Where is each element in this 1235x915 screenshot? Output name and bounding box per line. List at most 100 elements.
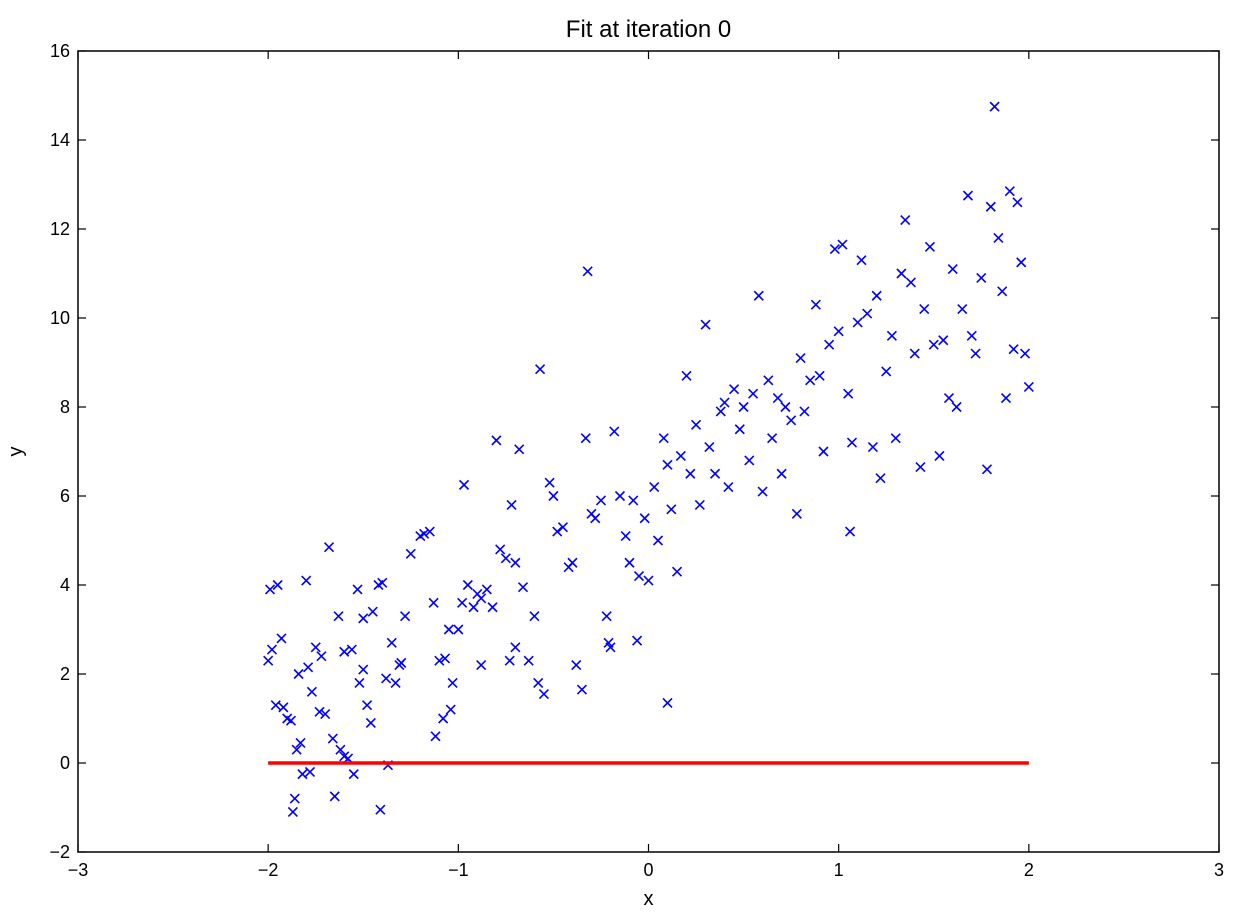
x-tick-label: −3 — [68, 860, 89, 880]
scatter-point — [487, 602, 498, 613]
scatter-point — [753, 290, 764, 301]
scatter-point — [666, 504, 677, 515]
scatter-point — [430, 731, 441, 742]
scatter-point — [639, 513, 650, 524]
scatter-point — [909, 348, 920, 359]
scatter-point — [481, 584, 492, 595]
scatter-point — [928, 339, 939, 350]
scatter-point — [976, 272, 987, 284]
scatter-point — [846, 437, 858, 448]
scatter-point — [333, 611, 344, 622]
scatter-point — [306, 686, 317, 697]
scatter-point — [361, 700, 373, 711]
scatter-point — [538, 688, 549, 700]
scatter-point — [900, 215, 911, 226]
scatter-point — [624, 557, 635, 568]
scatter-point — [700, 319, 711, 330]
scatter-point — [571, 660, 582, 671]
scatter-point — [658, 433, 669, 444]
scatter-point — [329, 791, 340, 802]
scatter-point — [266, 644, 278, 655]
scatter-point — [609, 426, 620, 437]
scatter-point — [628, 495, 639, 506]
x-tick-label: −1 — [448, 860, 469, 880]
y-tick-label: 2 — [60, 664, 70, 684]
scatter-point — [662, 459, 673, 470]
scatter-point — [533, 677, 544, 688]
scatter-point — [567, 557, 578, 568]
y-axis-label: y — [5, 447, 27, 457]
scatter-point — [301, 575, 312, 586]
scatter-point — [500, 553, 511, 564]
scatter-point — [734, 424, 745, 435]
scatter-point — [491, 435, 502, 446]
scatter-point — [468, 602, 479, 613]
scatter-point — [723, 482, 734, 493]
scatter-point — [1012, 197, 1023, 208]
scatter-point — [824, 339, 835, 350]
scatter-point — [476, 593, 487, 604]
scatter-point — [365, 717, 376, 729]
scatter-point — [462, 579, 473, 591]
x-tick-label: 0 — [643, 860, 653, 880]
scatter-point — [514, 444, 525, 455]
scatter-point — [327, 733, 338, 744]
scatter-point — [947, 263, 958, 275]
scatter-point — [1008, 344, 1019, 355]
scatter-point — [715, 406, 726, 417]
scatter-point — [632, 635, 643, 646]
scatter-point — [590, 513, 601, 524]
scatter-point — [776, 468, 787, 479]
scatter-point — [856, 255, 867, 266]
scatter-point — [263, 655, 274, 666]
scatter-point — [966, 330, 977, 341]
scatter-point — [791, 508, 802, 519]
scatter-point — [447, 677, 458, 688]
scatter-point — [843, 388, 854, 399]
scatter-point — [445, 704, 456, 715]
scatter-point — [272, 579, 283, 591]
scatter-point — [443, 624, 454, 635]
scatter-point — [289, 793, 300, 804]
scatter-point — [265, 584, 276, 595]
scatter-point — [862, 308, 873, 319]
scatter-point — [304, 766, 316, 777]
scatter-point — [320, 708, 331, 720]
scatter-point — [314, 706, 325, 717]
scatter-point — [405, 548, 416, 559]
scatter-point — [428, 597, 439, 608]
scatter-point — [510, 557, 521, 568]
scatter-point — [381, 673, 392, 684]
scatter-point — [523, 655, 534, 666]
scatter-point — [744, 455, 755, 466]
scatter-point — [818, 446, 829, 457]
y-tick-label: 14 — [50, 130, 70, 150]
scatter-point — [767, 433, 778, 444]
scatter-point — [890, 433, 901, 444]
scatter-point — [810, 299, 821, 310]
scatter-point — [316, 651, 327, 662]
x-tick-label: −2 — [258, 860, 279, 880]
scatter-point — [529, 611, 540, 622]
scatter-point — [396, 657, 407, 668]
scatter-point — [881, 366, 892, 377]
scatter-point — [476, 660, 487, 671]
scatter-point — [595, 495, 607, 506]
scatter-point — [339, 646, 350, 657]
scatter-point — [295, 737, 306, 749]
scatter-point — [278, 702, 289, 713]
y-tick-label: −2 — [49, 842, 70, 862]
scatter-point — [694, 499, 705, 510]
y-tick-label: 10 — [50, 308, 70, 328]
scatter-point — [504, 655, 515, 666]
scatter-point — [852, 317, 863, 328]
scatter-point — [457, 597, 468, 608]
scatter-point — [799, 406, 810, 417]
scatter-point — [287, 806, 298, 818]
scatter-point — [358, 613, 369, 624]
scatter-point — [354, 677, 365, 688]
scatter-point — [993, 232, 1004, 243]
scatter-point — [951, 401, 962, 413]
scatter-point — [704, 441, 715, 453]
scatter-point — [671, 566, 683, 577]
